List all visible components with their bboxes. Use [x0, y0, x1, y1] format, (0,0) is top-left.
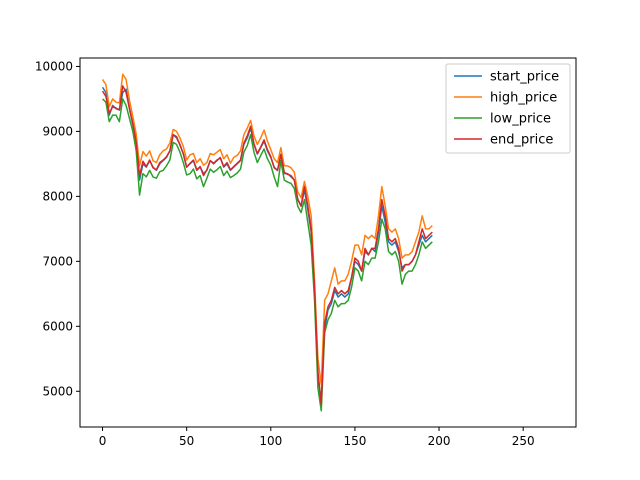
- y-tick-label: 6000: [42, 319, 73, 333]
- x-tick-label: 50: [179, 434, 194, 448]
- series-layer: [101, 73, 433, 412]
- legend: start_price high_price low_price end_price: [445, 63, 571, 154]
- series-line-high-price: [101, 73, 433, 386]
- series-line-low-price: [102, 98, 433, 412]
- x-tick-label: 100: [259, 434, 282, 448]
- y-tick-label: 5000: [42, 384, 73, 398]
- y-tick-label: 7000: [42, 254, 73, 268]
- series-line-end-price: [101, 85, 433, 406]
- legend-label-end-price: end_price: [490, 133, 553, 148]
- legend-label-start-price: start_price: [490, 70, 559, 85]
- x-tick-label: 250: [512, 434, 535, 448]
- legend-box: [445, 63, 571, 154]
- y-tick-label: 8000: [42, 189, 73, 203]
- legend-label-high-price: high_price: [490, 91, 557, 106]
- x-tick-label: 200: [428, 434, 451, 448]
- axes-layer: 0 50 100 150 200 250 5000 6000 7000 8000 9000 10000: [35, 59, 535, 448]
- y-tick-label: 9000: [42, 124, 73, 138]
- x-tick-label: 150: [343, 434, 366, 448]
- plot-frame: [79, 57, 577, 428]
- y-tick-label: 10000: [35, 59, 73, 73]
- x-tick-label: 0: [99, 434, 107, 448]
- legend-label-low-price: low_price: [490, 112, 551, 127]
